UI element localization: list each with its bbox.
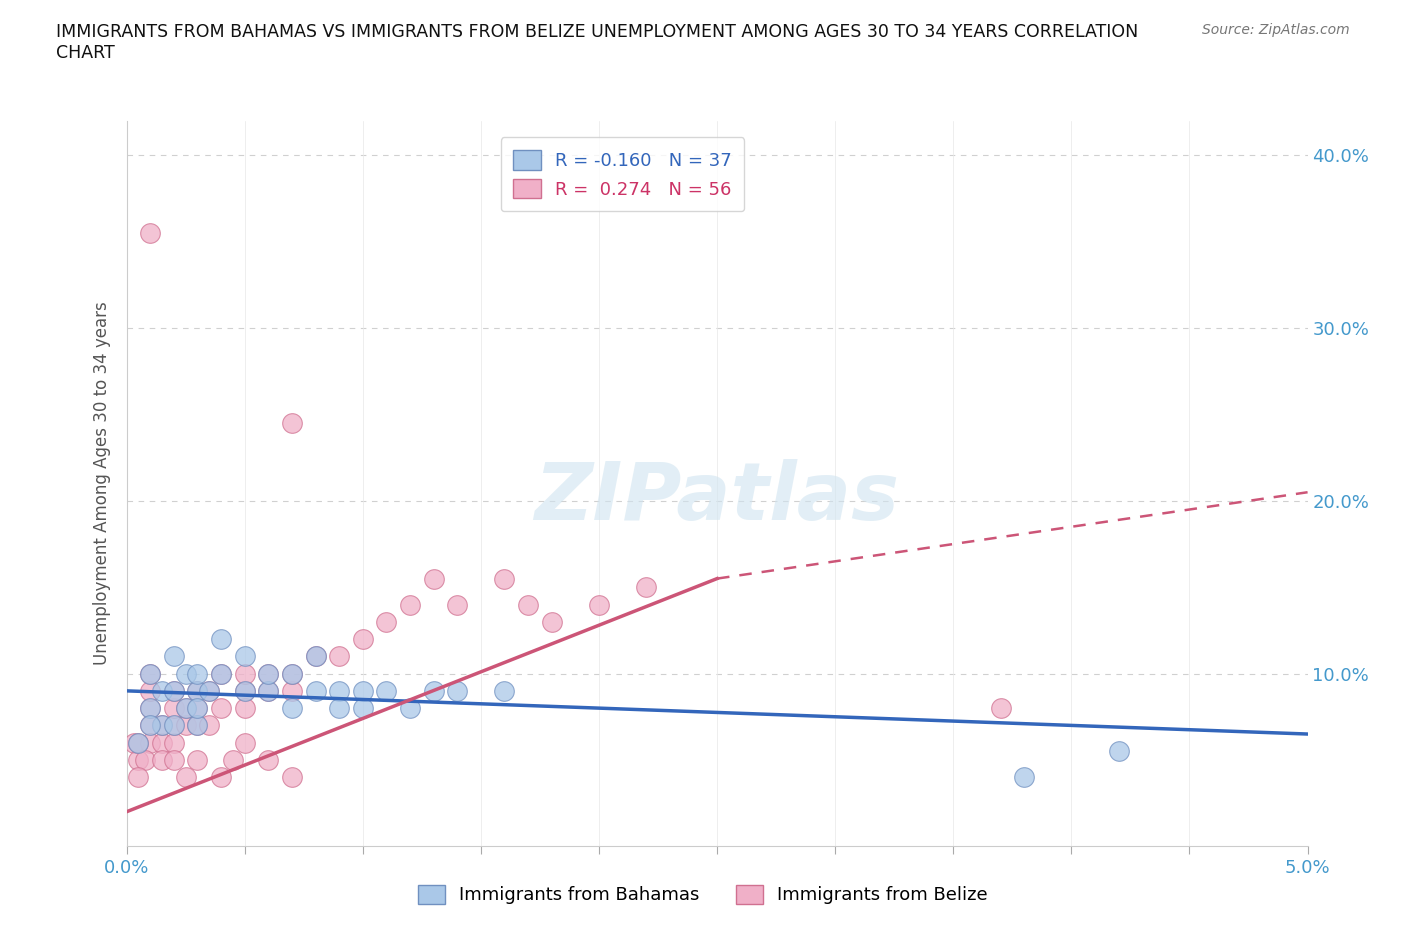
Point xyxy=(150,752,173,767)
Point xyxy=(174,700,197,715)
Y-axis label: Unemployment Among Ages 30 to 34 years: Unemployment Among Ages 30 to 34 years xyxy=(93,301,111,666)
Point xyxy=(209,666,232,681)
Point xyxy=(494,571,516,586)
Point xyxy=(150,736,173,751)
Point xyxy=(150,684,173,698)
Point xyxy=(139,684,162,698)
Point xyxy=(209,666,232,681)
Point xyxy=(281,700,304,715)
Point xyxy=(139,718,162,733)
Point xyxy=(139,700,162,715)
Point xyxy=(375,615,398,630)
Point xyxy=(990,700,1012,715)
Point xyxy=(1108,744,1130,759)
Point xyxy=(186,684,208,698)
Point xyxy=(517,597,540,612)
Point xyxy=(127,736,149,751)
Point xyxy=(399,597,422,612)
Point xyxy=(233,700,256,715)
Point xyxy=(139,666,162,681)
Point xyxy=(174,700,197,715)
Point xyxy=(163,752,186,767)
Point xyxy=(209,700,232,715)
Legend: R = -0.160   N = 37, R =  0.274   N = 56: R = -0.160 N = 37, R = 0.274 N = 56 xyxy=(501,138,744,211)
Point xyxy=(139,226,162,241)
Point xyxy=(399,700,422,715)
Point xyxy=(540,615,562,630)
Point xyxy=(122,736,145,751)
Point xyxy=(163,684,186,698)
Point xyxy=(198,684,221,698)
Point xyxy=(257,684,280,698)
Point xyxy=(233,649,256,664)
Point xyxy=(281,416,304,431)
Point xyxy=(186,666,208,681)
Point xyxy=(186,700,208,715)
Point xyxy=(328,684,350,698)
Point xyxy=(233,684,256,698)
Point xyxy=(281,770,304,785)
Point xyxy=(233,666,256,681)
Point xyxy=(198,718,221,733)
Point xyxy=(150,718,173,733)
Legend: Immigrants from Bahamas, Immigrants from Belize: Immigrants from Bahamas, Immigrants from… xyxy=(411,877,995,911)
Point xyxy=(139,736,162,751)
Point xyxy=(163,736,186,751)
Point xyxy=(257,684,280,698)
Point xyxy=(494,684,516,698)
Point xyxy=(588,597,610,612)
Point xyxy=(127,752,149,767)
Point xyxy=(163,718,186,733)
Point xyxy=(422,571,444,586)
Point xyxy=(422,684,444,698)
Point xyxy=(127,736,149,751)
Point xyxy=(304,649,326,664)
Text: IMMIGRANTS FROM BAHAMAS VS IMMIGRANTS FROM BELIZE UNEMPLOYMENT AMONG AGES 30 TO : IMMIGRANTS FROM BAHAMAS VS IMMIGRANTS FR… xyxy=(56,23,1139,62)
Point xyxy=(1012,770,1035,785)
Point xyxy=(127,770,149,785)
Point xyxy=(163,718,186,733)
Point xyxy=(446,684,468,698)
Point xyxy=(257,666,280,681)
Point xyxy=(281,684,304,698)
Point xyxy=(636,579,658,594)
Point xyxy=(257,752,280,767)
Point xyxy=(328,700,350,715)
Point xyxy=(222,752,245,767)
Point xyxy=(186,718,208,733)
Point xyxy=(163,700,186,715)
Point xyxy=(304,684,326,698)
Point xyxy=(139,666,162,681)
Text: Source: ZipAtlas.com: Source: ZipAtlas.com xyxy=(1202,23,1350,37)
Point xyxy=(174,718,197,733)
Point xyxy=(257,666,280,681)
Point xyxy=(163,684,186,698)
Point xyxy=(281,666,304,681)
Point xyxy=(233,684,256,698)
Point xyxy=(304,649,326,664)
Point xyxy=(134,752,156,767)
Point xyxy=(281,666,304,681)
Point xyxy=(209,770,232,785)
Point xyxy=(174,770,197,785)
Point xyxy=(352,684,374,698)
Point xyxy=(186,718,208,733)
Point xyxy=(139,718,162,733)
Point xyxy=(186,700,208,715)
Text: ZIPatlas: ZIPatlas xyxy=(534,459,900,538)
Point xyxy=(328,649,350,664)
Point xyxy=(150,718,173,733)
Point xyxy=(139,700,162,715)
Point xyxy=(174,666,197,681)
Point xyxy=(198,684,221,698)
Point xyxy=(375,684,398,698)
Point xyxy=(233,736,256,751)
Point xyxy=(446,597,468,612)
Point xyxy=(352,700,374,715)
Point xyxy=(186,684,208,698)
Point xyxy=(352,631,374,646)
Point xyxy=(163,649,186,664)
Point xyxy=(209,631,232,646)
Point xyxy=(186,752,208,767)
